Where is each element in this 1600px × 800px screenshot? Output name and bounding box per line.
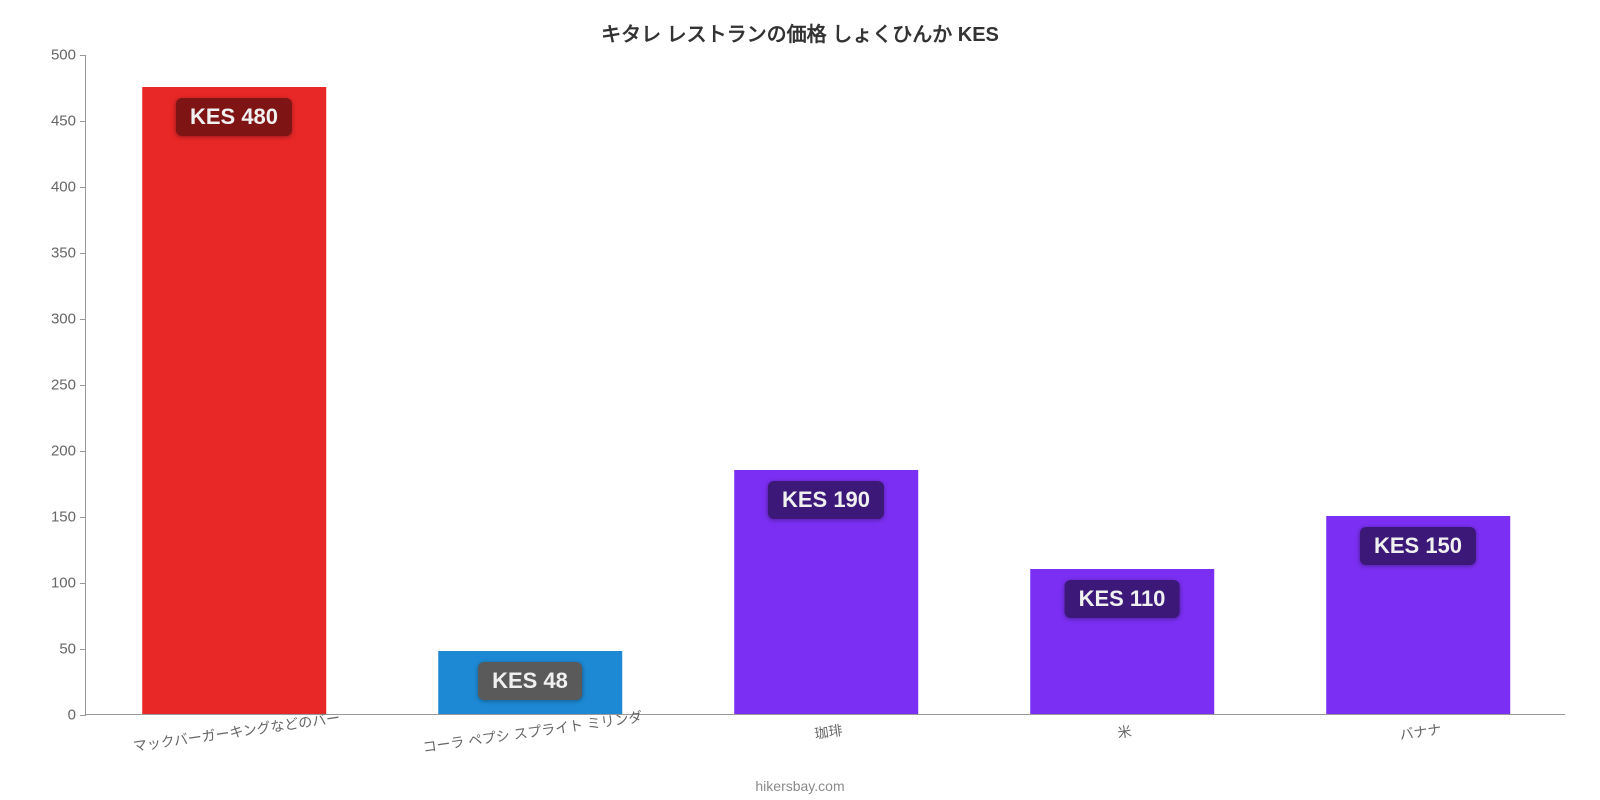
bar-value-label: KES 110 (1065, 580, 1180, 618)
bar-slot: KES 48コーラ ペプシ スプライト ミリンダ (382, 55, 678, 714)
chart-title: キタレ レストランの価格 しょくひんか KES (0, 0, 1600, 47)
y-tick-mark (80, 715, 86, 716)
bar-value-label: KES 150 (1360, 527, 1476, 565)
x-tick-label: 米 (1115, 713, 1133, 743)
bar (142, 87, 326, 714)
bar-slot: KES 110米 (974, 55, 1270, 714)
bar-value-label: KES 48 (478, 662, 582, 700)
chart-plot-area: 050100150200250300350400450500KES 480マック… (85, 55, 1565, 715)
bar-slot: KES 480マックバーガーキングなどのバー (86, 55, 382, 714)
bar-value-label: KES 190 (768, 481, 884, 519)
bar-slot: KES 150バナナ (1270, 55, 1566, 714)
bar-value-label: KES 480 (176, 98, 292, 136)
credit-text: hikersbay.com (755, 778, 844, 794)
bar-slot: KES 190珈琲 (678, 55, 974, 714)
x-tick-label: 珈琲 (812, 712, 844, 744)
axes: 050100150200250300350400450500KES 480マック… (85, 55, 1565, 715)
x-tick-label: バナナ (1397, 711, 1442, 745)
